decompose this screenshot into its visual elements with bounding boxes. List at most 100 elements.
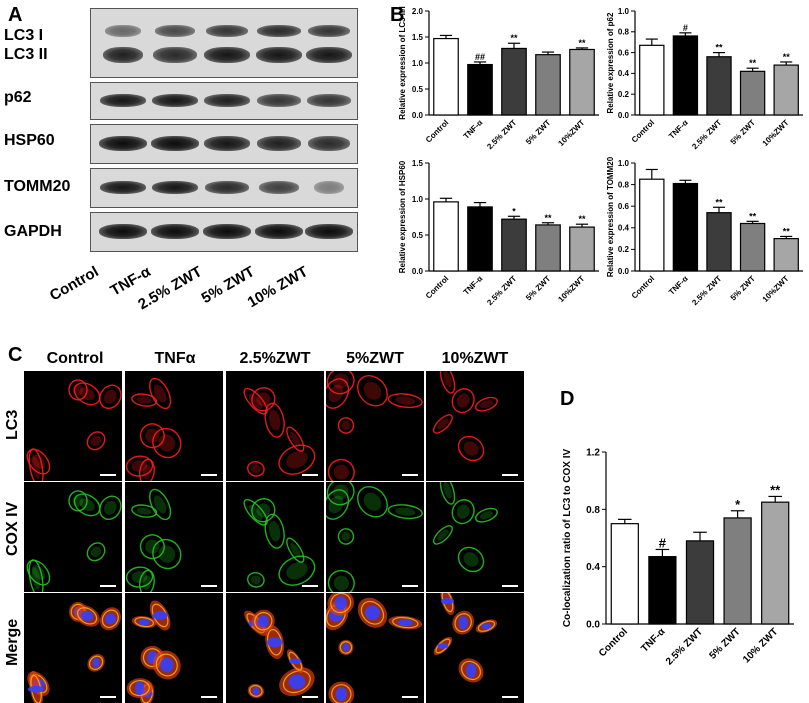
nucleus <box>342 643 350 652</box>
y-tick-label: 1.5 <box>412 33 424 42</box>
nucleus <box>152 610 168 620</box>
panel-label-b: B <box>390 4 405 26</box>
cell-body <box>363 381 382 400</box>
cell-body <box>153 384 167 403</box>
cell <box>474 396 498 412</box>
micrograph-cells <box>432 371 498 462</box>
x-tick-label: Control <box>424 118 450 144</box>
significance-label: ## <box>475 52 485 62</box>
bar <box>723 517 752 625</box>
x-tick-label: 5% ZWT <box>729 118 757 146</box>
cell <box>243 498 268 526</box>
cell-body <box>79 498 95 512</box>
micrograph-cells <box>243 498 316 588</box>
significance-label: ** <box>783 226 791 236</box>
cell <box>286 426 305 452</box>
blot-strip-hsp60 <box>90 124 358 164</box>
significance-label: ** <box>783 52 791 62</box>
cell <box>387 504 423 520</box>
cell <box>68 490 88 512</box>
blot-band <box>205 181 249 194</box>
cell-edge <box>254 612 273 631</box>
cell <box>439 371 456 394</box>
nucleus <box>252 686 260 696</box>
cell <box>131 393 158 407</box>
cell <box>278 444 316 475</box>
cell-edge <box>392 616 419 629</box>
bar <box>685 540 715 625</box>
micro-col-10-zwt: 10%ZWT <box>441 350 509 367</box>
cell-body <box>158 434 176 452</box>
x-tick-label: Control <box>630 118 656 144</box>
cell-edge <box>76 607 98 625</box>
bar <box>739 222 766 272</box>
cell-body <box>131 571 148 584</box>
blot-strip-tomm20 <box>90 168 358 208</box>
blot-strip-gapdh <box>90 212 358 252</box>
cell <box>357 486 388 518</box>
y-axis-label: Relative expression of p62 <box>606 12 615 113</box>
y-axis-label: Relative expression of TOMM20 <box>606 156 615 277</box>
bar <box>672 182 699 272</box>
lane-label-control: Control <box>46 263 102 305</box>
cell-edge <box>477 620 496 632</box>
bar <box>739 70 766 116</box>
cell-edge <box>360 600 385 625</box>
x-tick-label: TNF-α <box>462 274 485 297</box>
micro-col-control: Control <box>46 350 104 367</box>
x-tick-label: 2.5% ZWT <box>690 118 723 151</box>
blot-band <box>256 47 302 63</box>
nucleus <box>80 610 94 622</box>
micrograph-tile <box>326 593 424 703</box>
nucleus <box>135 680 144 696</box>
x-tick-label: TNF-α <box>462 118 485 141</box>
blot-band <box>257 94 301 107</box>
x-tick-label: 10% ZWT <box>741 626 780 665</box>
cell-body <box>443 482 452 499</box>
cell-body <box>332 484 349 500</box>
blot-band <box>308 25 350 37</box>
x-tick-label: 2.5% ZWT <box>485 274 518 307</box>
cell-body <box>90 546 102 558</box>
micrograph-cells <box>27 601 121 703</box>
micrograph-cells <box>432 482 498 573</box>
cell-edge <box>88 655 104 671</box>
micrograph-cells <box>125 377 182 481</box>
scale-bar <box>302 585 318 587</box>
cell-body <box>463 441 479 456</box>
nucleus <box>437 643 449 649</box>
significance-label: * <box>512 206 516 216</box>
blot-band <box>153 47 197 63</box>
cell <box>139 423 165 449</box>
bar <box>501 47 527 116</box>
cell <box>152 427 182 459</box>
cell-body <box>104 389 117 404</box>
bar <box>773 64 799 116</box>
x-tick-label: 10%ZWT <box>556 274 586 304</box>
significance-label: ** <box>544 213 552 223</box>
y-axis-label: Co-localization ratio of LC3 to COX IV <box>562 449 573 628</box>
blot-band <box>305 224 353 239</box>
cell <box>73 382 101 406</box>
cell-edge <box>330 593 352 614</box>
x-tick-label: 2.5% ZWT <box>664 626 705 667</box>
blot-band <box>204 136 250 151</box>
cell-body <box>158 545 176 563</box>
cell <box>327 458 355 481</box>
cell <box>251 498 276 523</box>
cell <box>457 546 485 573</box>
cell <box>440 593 455 616</box>
micrograph-cells <box>26 379 122 481</box>
bar <box>610 523 639 625</box>
blot-label-hsp60: HSP60 <box>4 132 55 149</box>
y-tick-label: 0.8 <box>618 180 630 189</box>
y-tick-label: 1.5 <box>412 159 424 168</box>
bar <box>501 218 527 272</box>
cell-body <box>463 552 479 567</box>
cell-body <box>437 529 449 541</box>
bar <box>639 178 665 272</box>
significance-label: ** <box>510 33 518 43</box>
bar <box>639 44 665 116</box>
y-tick-label: 0.8 <box>586 505 600 516</box>
panel-label-c: C <box>8 344 23 366</box>
